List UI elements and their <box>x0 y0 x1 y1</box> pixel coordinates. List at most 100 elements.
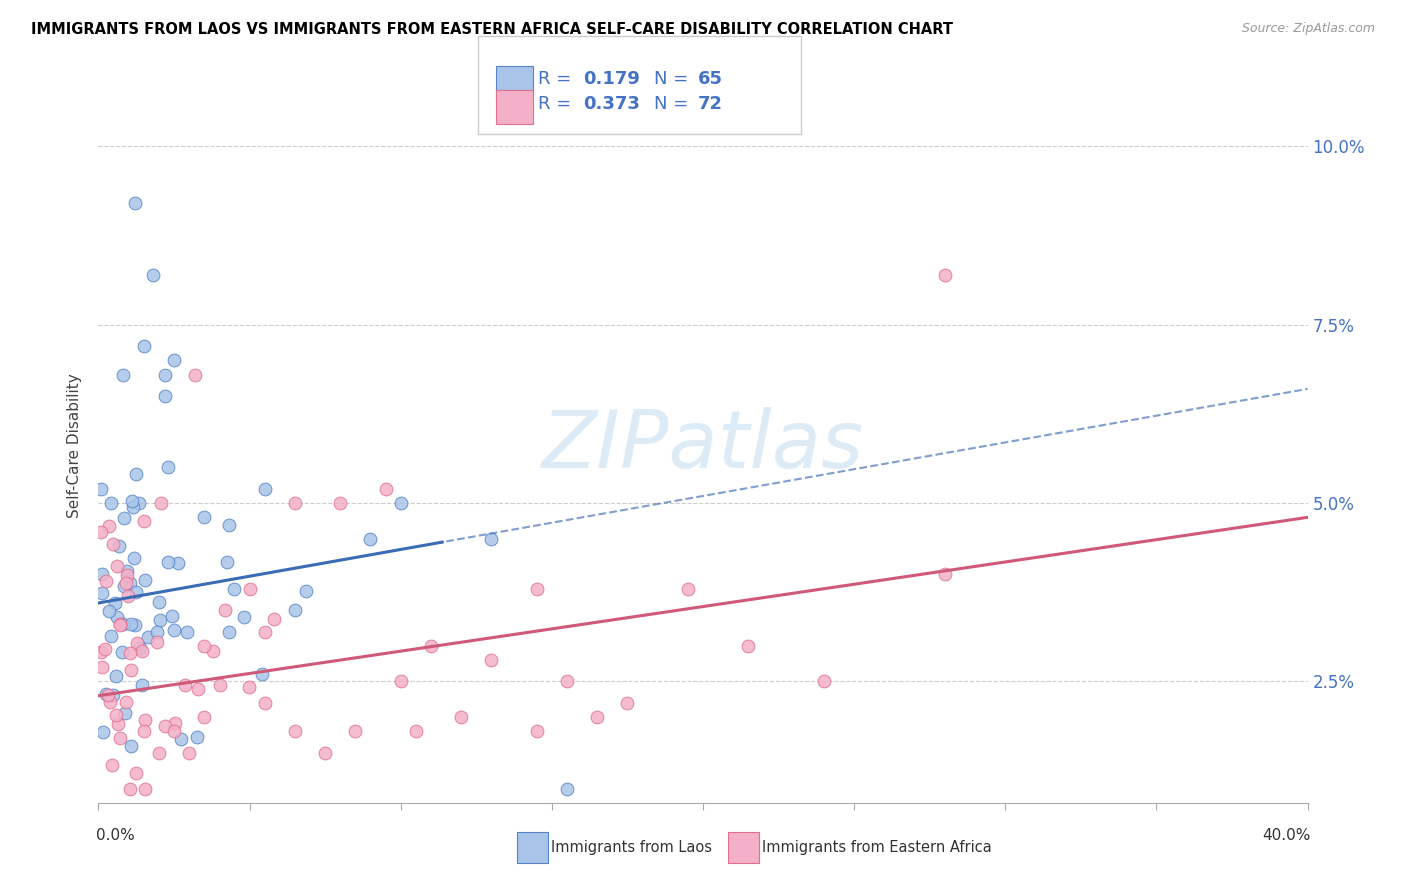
Point <box>314 746 336 760</box>
Point <box>138 631 160 645</box>
Point <box>184 368 207 382</box>
Point <box>128 496 150 510</box>
Point <box>405 724 427 739</box>
Point <box>148 595 170 609</box>
Point <box>91 567 114 582</box>
Point <box>110 617 132 632</box>
Point <box>187 682 209 697</box>
Point <box>253 696 276 710</box>
Point <box>389 496 412 510</box>
Point <box>121 500 143 515</box>
Point <box>160 608 183 623</box>
Point <box>555 674 578 689</box>
Point <box>98 695 121 709</box>
Point <box>420 639 443 653</box>
Point <box>149 496 172 510</box>
Point <box>117 564 139 578</box>
Point <box>105 669 128 683</box>
Point <box>153 389 176 403</box>
Point <box>813 674 835 689</box>
Point <box>156 555 179 569</box>
Point <box>360 532 382 546</box>
Point <box>253 624 276 639</box>
Point <box>125 766 148 780</box>
Point <box>124 196 146 211</box>
Text: 0.373: 0.373 <box>583 95 640 112</box>
Point <box>153 368 176 382</box>
Point <box>934 268 956 282</box>
Point <box>201 644 224 658</box>
Point <box>132 339 155 353</box>
Point <box>110 731 132 746</box>
Point <box>120 739 142 754</box>
Point <box>208 678 231 692</box>
Point <box>173 678 195 692</box>
Point <box>193 710 215 724</box>
Point <box>122 550 145 565</box>
Point <box>114 695 136 709</box>
Point <box>250 666 273 681</box>
Point <box>131 678 153 692</box>
Point <box>112 510 135 524</box>
Point <box>148 746 170 760</box>
Point <box>97 688 120 702</box>
Text: N =: N = <box>654 70 693 88</box>
Point <box>218 624 240 639</box>
Point <box>284 603 307 617</box>
Point <box>526 724 548 739</box>
Point <box>105 610 128 624</box>
Point <box>114 706 136 720</box>
Point <box>98 604 121 618</box>
Point <box>389 673 412 688</box>
Point <box>374 482 396 496</box>
Point <box>284 724 307 739</box>
Point <box>94 574 117 588</box>
Point <box>218 518 240 533</box>
Point <box>170 731 193 746</box>
Point <box>284 496 307 510</box>
Point <box>186 730 208 744</box>
Point <box>125 467 148 481</box>
Point <box>111 368 134 382</box>
Point <box>163 724 186 739</box>
Point <box>121 494 143 508</box>
Point <box>111 645 134 659</box>
Point <box>90 660 112 674</box>
Point <box>263 611 285 625</box>
Point <box>124 618 146 632</box>
Text: N =: N = <box>654 95 693 112</box>
Point <box>118 647 141 661</box>
Point <box>167 557 190 571</box>
Point <box>586 710 609 724</box>
Point <box>118 781 141 796</box>
Point <box>179 746 201 760</box>
Point <box>134 574 156 588</box>
Point <box>115 568 138 582</box>
Point <box>163 624 186 638</box>
Point <box>737 639 759 653</box>
Point <box>676 582 699 596</box>
Text: Immigrants from Eastern Africa: Immigrants from Eastern Africa <box>762 840 991 855</box>
Point <box>125 585 148 599</box>
Point <box>193 510 215 524</box>
Point <box>96 687 118 701</box>
Point <box>146 635 169 649</box>
Point <box>108 618 131 632</box>
Point <box>91 586 114 600</box>
Point <box>104 707 127 722</box>
Point <box>105 559 128 574</box>
Point <box>214 603 236 617</box>
Text: Immigrants from Laos: Immigrants from Laos <box>551 840 713 855</box>
Text: 40.0%: 40.0% <box>1263 828 1310 843</box>
Point <box>149 613 172 627</box>
Point <box>934 567 956 582</box>
Text: IMMIGRANTS FROM LAOS VS IMMIGRANTS FROM EASTERN AFRICA SELF-CARE DISABILITY CORR: IMMIGRANTS FROM LAOS VS IMMIGRANTS FROM … <box>31 22 953 37</box>
Point <box>233 610 256 624</box>
Point <box>101 688 124 702</box>
Point <box>450 710 472 724</box>
Point <box>107 716 129 731</box>
Point <box>176 625 198 640</box>
Point <box>129 640 152 655</box>
Text: 65: 65 <box>697 70 723 88</box>
Point <box>157 460 180 475</box>
